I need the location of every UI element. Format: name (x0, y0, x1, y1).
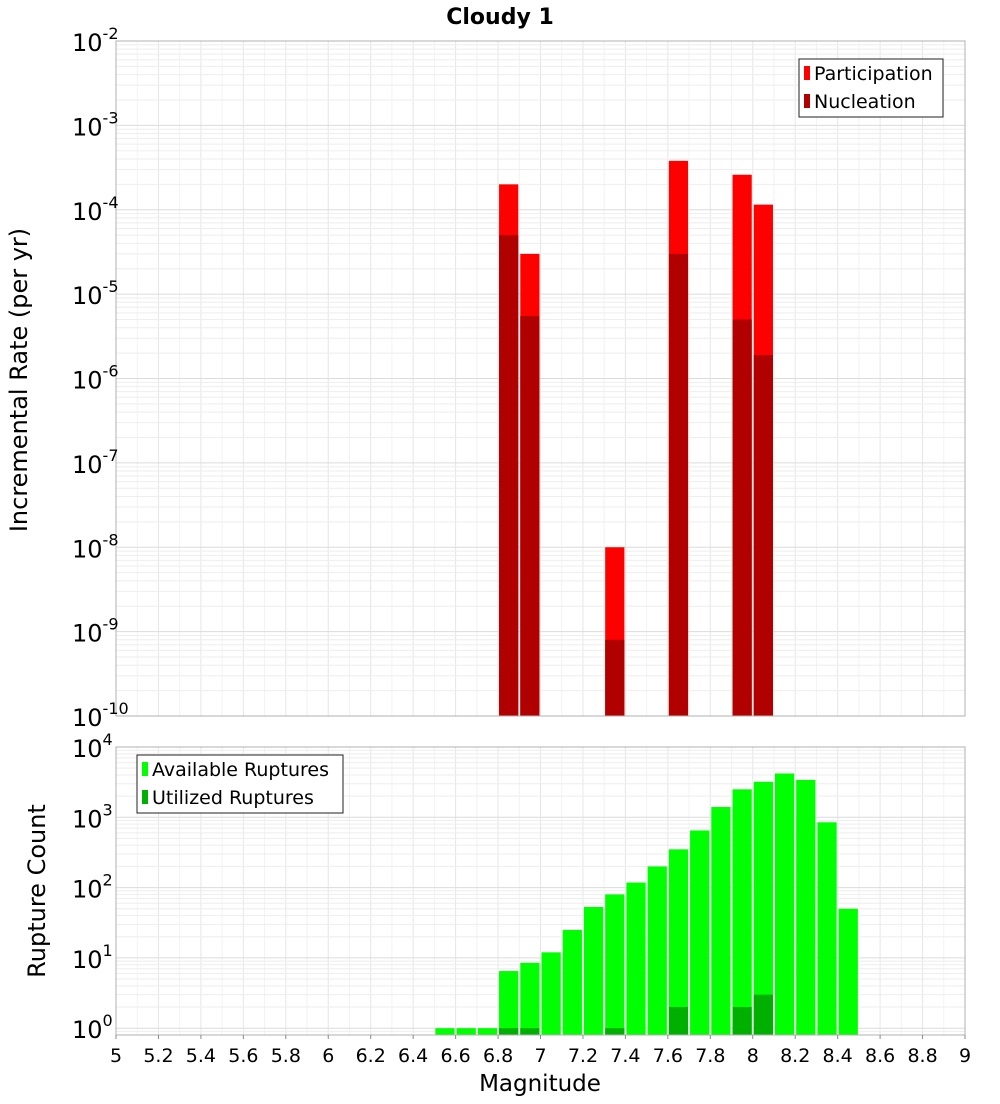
x-tick-label: 5.4 (186, 1045, 216, 1067)
x-tick-label: 7.8 (695, 1045, 725, 1067)
rate-y-tick-label: 10-2 (72, 24, 119, 57)
x-tick-label: 8.4 (823, 1045, 853, 1067)
x-tick-label: 5.8 (271, 1045, 301, 1067)
rate-bar-nucleation (520, 316, 540, 716)
rate-legend-swatch (804, 94, 810, 108)
x-tick-label: 8.6 (865, 1045, 895, 1067)
count-bar-available-ruptures (435, 1028, 455, 1035)
rate-plot-frame (115, 40, 966, 717)
x-tick-label: 8.8 (907, 1045, 937, 1067)
rate-bar-nucleation (753, 354, 773, 716)
x-tick-label: 6.2 (356, 1045, 386, 1067)
rate-legend-swatch (804, 66, 810, 80)
count-bar-available-ruptures (520, 962, 540, 1035)
count-bar-available-ruptures (626, 882, 646, 1035)
count-bar-available-ruptures (456, 1028, 476, 1035)
count-legend-swatch (142, 790, 148, 804)
count-y-tick-label: 104 (72, 730, 113, 763)
count-bar-available-ruptures (583, 906, 604, 1035)
count-legend-label: Available Ruptures (152, 759, 329, 781)
count-bar-available-ruptures (562, 929, 582, 1035)
rate-y-axis-label: Incremental Rate (per yr) (5, 228, 33, 532)
count-bar-available-ruptures (796, 779, 816, 1035)
rate-legend-label: Nucleation (814, 91, 916, 113)
count-bar-available-ruptures (477, 1028, 498, 1035)
count-bar-available-ruptures (499, 971, 519, 1035)
count-y-axis-label: Rupture Count (23, 804, 51, 978)
rate-bar-nucleation (732, 319, 752, 716)
count-y-tick-label: 102 (72, 871, 113, 904)
count-bar-utilized-ruptures (753, 994, 773, 1035)
x-tick-label: 8.2 (780, 1045, 810, 1067)
count-bar-utilized-ruptures (520, 1028, 540, 1035)
x-tick-label: 5.6 (228, 1045, 258, 1067)
count-bar-available-ruptures (711, 807, 731, 1035)
x-tick-label: 7 (534, 1045, 546, 1067)
x-tick-label: 7.4 (610, 1045, 640, 1067)
rate-y-tick-label: 10-3 (72, 108, 119, 141)
count-legend-swatch (142, 762, 148, 776)
count-bar-utilized-ruptures (499, 1028, 519, 1035)
x-tick-label: 8 (747, 1045, 759, 1067)
x-tick-label: 6.8 (483, 1045, 513, 1067)
count-bar-available-ruptures (690, 830, 710, 1035)
count-legend: Available Ruptures Utilized Ruptures (136, 754, 344, 814)
x-tick-label: 7.2 (568, 1045, 598, 1067)
x-tick-label: 6 (322, 1045, 334, 1067)
x-tick-label: 7.6 (653, 1045, 683, 1067)
x-tick-label: 6.4 (398, 1045, 428, 1067)
rate-y-tick-label: 10-6 (72, 362, 119, 395)
x-tick-label: 9 (959, 1045, 971, 1067)
rate-legend: Participation Nucleation (798, 58, 944, 118)
count-y-tick-label: 103 (72, 800, 113, 833)
count-bar-available-ruptures (774, 773, 795, 1035)
count-plot-area (115, 746, 966, 1036)
chart-title: Cloudy 1 (446, 5, 554, 30)
count-bar-available-ruptures (817, 822, 837, 1035)
rate-bar-nucleation (668, 253, 689, 716)
count-y-tick-label: 101 (72, 941, 113, 974)
rate-y-tick-label: 10-7 (72, 446, 119, 479)
rate-legend-label: Participation (814, 63, 933, 85)
count-bar-utilized-ruptures (605, 1028, 625, 1035)
count-bar-available-ruptures (838, 908, 858, 1035)
rate-plot-area (115, 40, 966, 717)
rate-y-tick-label: 10-9 (72, 615, 119, 648)
count-legend-label: Utilized Ruptures (152, 787, 314, 809)
rate-legend-box (798, 58, 944, 118)
rate-y-tick-label: 10-4 (72, 193, 119, 226)
rate-bar-nucleation (605, 639, 625, 716)
rate-bar-nucleation (499, 235, 519, 716)
count-bar-available-ruptures (541, 952, 561, 1035)
count-bar-available-ruptures (753, 781, 773, 1035)
count-bar-utilized-ruptures (668, 1007, 689, 1035)
x-tick-label: 5.2 (143, 1045, 173, 1067)
rate-y-tick-label: 10-5 (72, 277, 119, 310)
count-bar-available-ruptures (668, 849, 689, 1035)
count-y-tick-label: 100 (72, 1011, 113, 1044)
x-tick-label: 6.6 (440, 1045, 470, 1067)
count-legend-box (136, 754, 344, 814)
rate-y-tick-label: 10-10 (72, 699, 129, 732)
rate-y-tick-label: 10-8 (72, 530, 119, 563)
x-axis-label: Magnitude (479, 1071, 601, 1097)
x-tick-label: 5 (110, 1045, 122, 1067)
count-bar-available-ruptures (605, 894, 625, 1035)
count-bar-utilized-ruptures (732, 1007, 752, 1035)
count-bar-available-ruptures (647, 866, 667, 1035)
count-bar-available-ruptures (732, 789, 752, 1035)
